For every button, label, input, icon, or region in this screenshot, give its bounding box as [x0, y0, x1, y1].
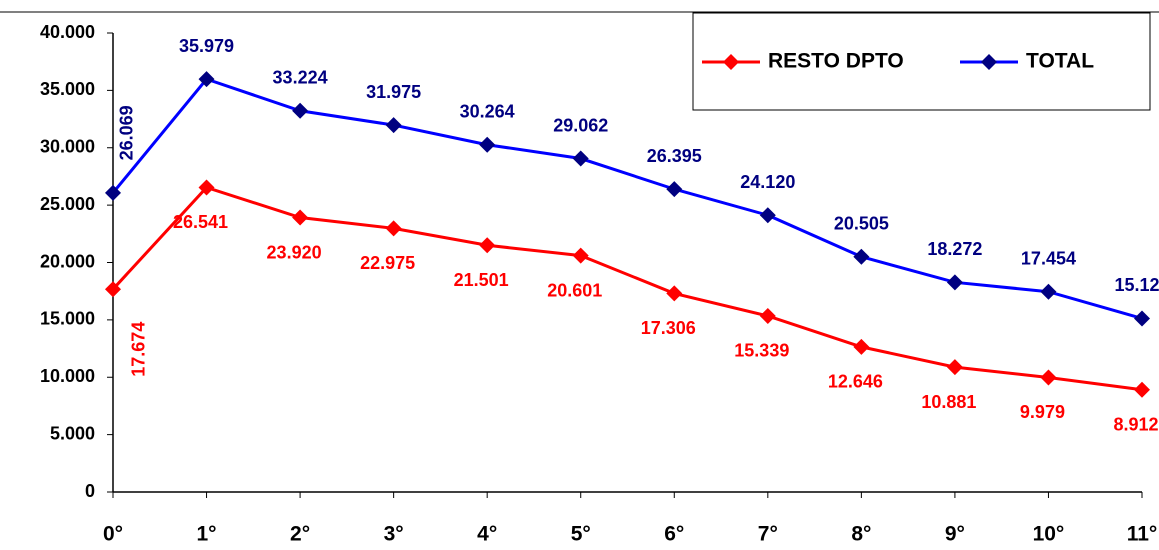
- marker: [853, 248, 870, 265]
- data-label: 30.264: [460, 101, 515, 121]
- y-tick-label: 10.000: [40, 366, 95, 386]
- x-tick-label: 3°: [384, 523, 404, 546]
- marker: [105, 184, 121, 201]
- marker: [479, 237, 496, 254]
- marker: [479, 136, 496, 153]
- marker: [105, 281, 121, 298]
- data-label: 20.601: [547, 280, 602, 300]
- x-tick-label: 11°: [1127, 523, 1158, 546]
- legend-box: [692, 12, 1151, 111]
- data-label: 26.069: [117, 105, 137, 160]
- marker: [292, 209, 309, 226]
- series-line: [111, 185, 1143, 392]
- marker: [853, 338, 870, 355]
- marker: [666, 285, 683, 302]
- marker: [198, 179, 215, 196]
- data-label: 9.979: [1020, 402, 1065, 422]
- data-label: 8.912: [1113, 414, 1158, 434]
- data-label: 17.306: [641, 318, 696, 338]
- data-label: 15.123: [1114, 275, 1159, 295]
- data-label: 29.062: [553, 115, 608, 135]
- marker: [946, 274, 963, 291]
- y-tick-label: 25.000: [40, 194, 95, 214]
- y-tick-label: 30.000: [40, 137, 95, 157]
- marker: [292, 102, 309, 119]
- x-tick-label: 1°: [197, 523, 217, 546]
- data-label: 23.920: [267, 242, 322, 262]
- data-label: 22.975: [360, 253, 415, 273]
- y-tick-label: 0: [85, 481, 95, 501]
- legend-label: RESTO DPTO: [768, 50, 904, 73]
- marker: [385, 117, 402, 134]
- data-label: 20.505: [834, 213, 889, 233]
- legend-marker: [981, 54, 997, 70]
- x-tick-label: 6°: [664, 523, 684, 546]
- data-label: 17.454: [1021, 248, 1076, 268]
- y-tick-label: 15.000: [40, 309, 95, 329]
- x-tick-label: 7°: [758, 523, 778, 546]
- legend-marker: [723, 54, 739, 70]
- data-label: 18.272: [927, 239, 982, 259]
- y-tick-label: 20.000: [40, 251, 95, 271]
- marker: [1040, 283, 1057, 300]
- data-label: 31.975: [366, 82, 421, 102]
- y-tick-label: 5.000: [50, 423, 95, 443]
- data-label: 26.541: [173, 212, 228, 232]
- x-tick-label: 10°: [1033, 523, 1065, 546]
- marker: [666, 181, 683, 198]
- marker: [1134, 381, 1150, 398]
- x-tick-label: 2°: [290, 523, 310, 546]
- marker: [385, 220, 402, 237]
- x-tick-label: 4°: [477, 523, 497, 546]
- x-tick-label: 0°: [103, 523, 123, 546]
- series-line: [111, 77, 1143, 320]
- data-label: 26.395: [647, 146, 702, 166]
- marker: [1134, 310, 1150, 327]
- marker: [572, 150, 589, 167]
- data-label: 10.881: [921, 392, 976, 412]
- legend-label: TOTAL: [1026, 50, 1094, 73]
- x-tick-label: 8°: [851, 523, 871, 546]
- data-label: 21.501: [454, 270, 509, 290]
- data-label: 15.339: [734, 341, 789, 361]
- data-label: 24.120: [740, 172, 795, 192]
- y-tick-label: 35.000: [40, 79, 95, 99]
- data-label: 33.224: [273, 68, 328, 88]
- marker: [759, 207, 776, 224]
- data-label: 35.979: [179, 36, 234, 56]
- marker: [1040, 369, 1057, 386]
- x-tick-label: 9°: [945, 523, 965, 546]
- x-tick-label: 5°: [571, 523, 591, 546]
- marker: [198, 71, 215, 88]
- marker: [572, 247, 589, 264]
- data-label: 12.646: [828, 372, 883, 392]
- y-tick-label: 40.000: [40, 22, 95, 42]
- data-label: 17.674: [129, 322, 149, 377]
- marker: [946, 359, 963, 376]
- marker: [759, 307, 776, 324]
